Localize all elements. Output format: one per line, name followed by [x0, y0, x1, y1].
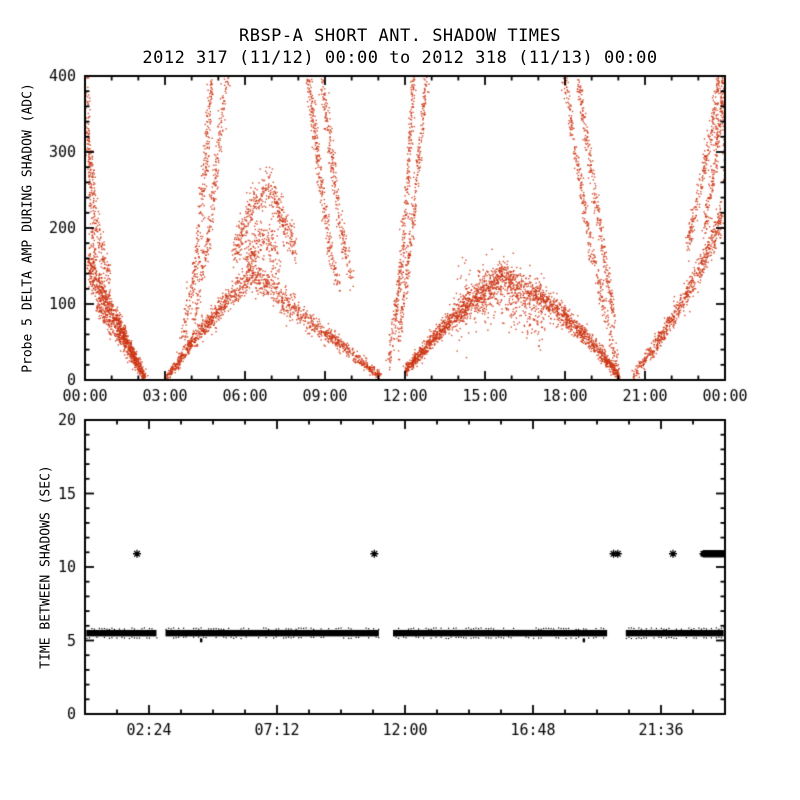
- figure: RBSP-A SHORT ANT. SHADOW TIMES 2012 317 …: [0, 0, 800, 800]
- plot-canvas: [0, 0, 800, 800]
